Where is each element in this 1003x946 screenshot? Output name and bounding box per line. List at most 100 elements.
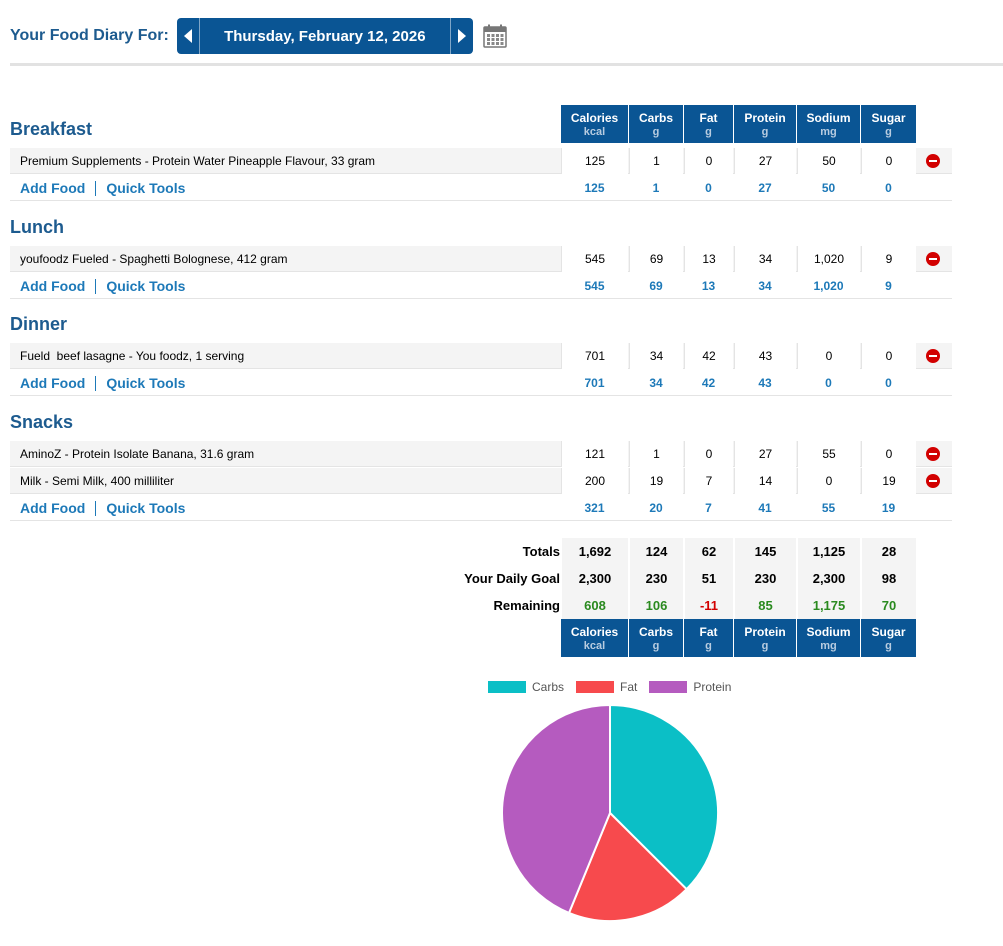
nutrient-value-protein: 27 [734,441,796,467]
column-header-protein: Protein g [734,105,796,143]
nutrient-value-sugar: 19 [881,501,896,515]
column-header-sugar: Sugar g [861,619,916,657]
daily-goal-row: Your Daily Goal 2,300 230 51 230 2,300 98 [10,565,916,592]
food-name[interactable]: Milk - Semi Milk, 400 milliliter [20,474,175,488]
nutrient-value-fat: 13 [684,246,733,272]
column-header-name: Protein [744,111,786,125]
nutrient-value-fat: 0 [684,148,733,174]
summary-value-calories: 1,692 [561,538,628,565]
arrow-right-icon [457,29,466,43]
nutrient-value-sugar: 9 [861,246,916,272]
legend-swatch [576,681,615,693]
nutrient-value-calories: 200 [561,468,628,494]
column-header-unit: g [652,126,660,138]
add-food-link[interactable]: Add Food [20,500,86,516]
summary-value-protein: 230 [734,565,796,592]
column-header-name: Fat [699,625,718,639]
remove-food-icon[interactable] [926,447,940,461]
column-header-name: Sodium [806,625,851,639]
remaining-label: Remaining [493,598,560,613]
food-row[interactable]: youfoodz Fueled - Spaghetti Bolognese, 4… [10,246,952,272]
food-row[interactable]: Milk - Semi Milk, 400 milliliter 200 19 7 1… [10,468,952,494]
pie-slice-protein[interactable] [501,703,611,915]
nutrient-value-protein: 34 [734,246,796,272]
nutrient-value-calories: 545 [561,246,628,272]
nutrient-value-sugar: 0 [885,376,892,390]
legend-swatch [649,681,688,693]
nutrient-value-calories: 125 [561,148,628,174]
remove-food-icon[interactable] [926,349,940,363]
legend-item-carbs[interactable]: Carbs [488,680,564,694]
column-header-name: Fat [699,111,718,125]
meal-title-breakfast: Breakfast [10,119,93,139]
nutrient-value-protein: 34 [758,279,772,293]
pie-slice-carbs[interactable] [609,703,719,891]
nutrient-value-sugar: 0 [885,181,892,195]
remove-food-icon[interactable] [926,154,940,168]
nutrient-value-carbs: 34 [629,343,683,369]
current-date: Thursday, February 12, 2026 [198,18,451,54]
add-food-link[interactable]: Add Food [20,278,86,294]
previous-day-button[interactable] [176,18,199,54]
meal-title-snacks: Snacks [10,412,74,432]
remove-food-icon[interactable] [926,474,940,488]
quick-tools-link[interactable]: Quick Tools [106,500,186,516]
food-name[interactable]: Fueld beef lasagne - You foodz, 1 servin… [20,349,245,363]
add-food-link[interactable]: Add Food [20,180,86,196]
column-header-sugar: Sugar g [861,105,916,143]
summary-value-carbs: 230 [629,565,683,592]
column-header-name: Calories [570,111,619,125]
legend-item-protein[interactable]: Protein [649,680,731,694]
column-header-unit: g [652,640,660,652]
nutrient-value-carbs: 69 [629,246,683,272]
summary-value-sugar: 70 [861,592,916,619]
chart-legend: Carbs Fat Protein [488,680,743,694]
quick-tools-link[interactable]: Quick Tools [106,180,186,196]
column-header-calories: Calories kcal [561,619,628,657]
column-header-unit: kcal [583,640,606,652]
nutrient-value-sodium: 1,020 [813,279,844,293]
meal-title-dinner: Dinner [10,314,68,334]
column-header-carbs: Carbs g [629,619,683,657]
food-name[interactable]: Premium Supplements - Protein Water Pine… [20,154,376,168]
nutrient-value-sugar: 0 [861,148,916,174]
calendar-icon[interactable] [483,24,507,48]
totals-row: Totals 1,692 124 62 145 1,125 28 [10,538,916,565]
summary-value-fat: 51 [684,565,733,592]
macros-pie-chart [501,703,719,922]
column-header-fat: Fat g [684,619,733,657]
nutrient-value-calories: 125 [584,181,605,195]
quick-tools-link[interactable]: Quick Tools [106,375,186,391]
food-name[interactable]: AminoZ - Protein Isolate Banana, 31.6 gr… [20,447,255,461]
nutrient-value-calories: 321 [584,501,605,515]
summary-value-fat: -11 [684,592,733,619]
nutrient-value-fat: 13 [701,279,716,293]
summary-value-sugar: 28 [861,538,916,565]
legend-label: Protein [693,680,732,694]
nutrient-value-sugar: 0 [861,343,916,369]
pie-slice-fat[interactable] [567,811,688,922]
summary-value-sodium: 2,300 [797,565,860,592]
quick-tools-link[interactable]: Quick Tools [106,278,186,294]
food-row[interactable]: Premium Supplements - Protein Water Pine… [10,148,952,174]
column-header-name: Sugar [871,625,906,639]
nutrient-value-sodium: 50 [797,148,860,174]
column-header-unit: mg [820,640,837,652]
summary-value-sodium: 1,175 [797,592,860,619]
legend-item-fat[interactable]: Fat [576,680,637,694]
food-row[interactable]: AminoZ - Protein Isolate Banana, 31.6 gr… [10,441,952,467]
food-name[interactable]: youfoodz Fueled - Spaghetti Bolognese, 4… [20,252,288,266]
column-header-unit: g [705,126,712,138]
summary-value-carbs: 124 [629,538,683,565]
summary-value-fat: 62 [684,538,733,565]
column-header-name: Sugar [871,111,906,125]
remove-food-icon[interactable] [926,252,940,266]
date-navigator: Thursday, February 12, 2026 [176,18,473,54]
nutrient-value-fat: 0 [684,441,733,467]
next-day-button[interactable] [450,18,473,54]
link-separator [95,500,97,516]
food-row[interactable]: Fueld beef lasagne - You foodz, 1 servin… [10,343,952,369]
add-food-link[interactable]: Add Food [20,375,86,391]
nutrient-value-carbs: 1 [629,441,683,467]
column-header-carbs: Carbs g [629,105,683,143]
